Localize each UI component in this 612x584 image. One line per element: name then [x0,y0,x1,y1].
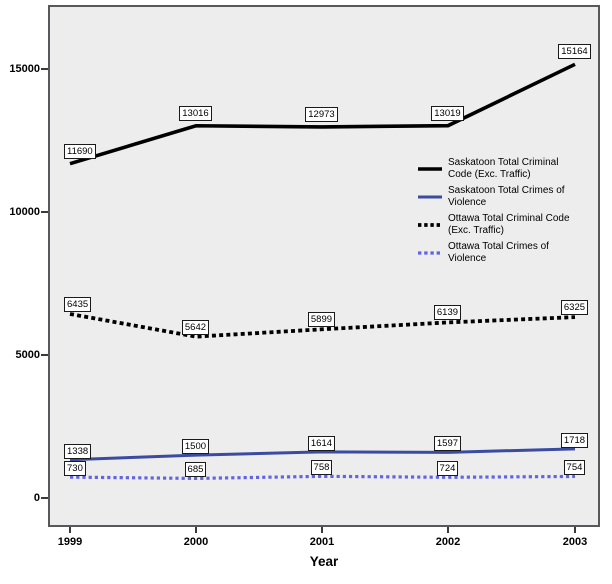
y-tick-mark [41,354,48,356]
legend-entry-label: Ottawa Total Crimes of Violence [448,241,549,264]
legend-text-line: Ottawa Total Crimes of [448,241,549,252]
series-line [69,447,576,462]
point-labels-layer: 11690 13016 12973 13019 15164 1338 1500 1614 159… [50,7,598,525]
x-tick-mark [574,527,576,533]
series-line [69,62,576,166]
data-label: 13016 [179,105,212,121]
x-tick-label: 2000 [183,536,209,548]
data-label: 1614 [307,435,336,451]
series-lines [69,62,576,481]
x-tick-label: 1999 [57,536,83,548]
data-label: 1338 [64,443,92,459]
y-tick-label: 0 [33,492,40,504]
y-tick-label: 10000 [9,206,40,218]
legend-text-line: Ottawa Total Criminal Code [448,213,570,224]
data-label: 13019 [431,105,464,121]
legend-text-line: Violence [448,252,487,264]
legend-swatch-line [418,166,442,171]
x-tick-label: 2001 [309,536,335,548]
data-label: 11690 [64,143,96,159]
data-label: 6435 [64,296,92,312]
data-label: 5899 [307,312,336,328]
x-tick-mark [69,527,71,533]
y-tick-mark [41,211,48,213]
legend-entry-label: Saskatoon Total Crimes of Violence [448,185,565,208]
legend: Saskatoon Total Criminal Code (Exc. Traff… [418,157,594,269]
data-label: 6139 [433,305,462,321]
legend-text-line: Violence [448,196,487,208]
legend-entry-label: Saskatoon Total Criminal Code (Exc. Traff… [448,157,558,180]
plot-area: 11690 13016 12973 13019 15164 1338 1500 1614 159… [48,5,600,527]
y-tick-label: 5000 [15,349,40,361]
y-tick-mark [41,497,48,499]
x-tick-label: 2002 [435,536,461,548]
data-label: 724 [436,461,459,477]
data-label: 5642 [181,319,210,335]
legend-entry-label: Ottawa Total Criminal Code (Exc. Traffic) [448,213,570,236]
legend-swatch-line [418,222,442,227]
data-label: 1500 [181,439,210,455]
legend-entry: Saskatoon Total Criminal Code (Exc. Traff… [418,157,594,180]
legend-entry: Saskatoon Total Crimes of Violence [418,185,594,208]
data-label: 6325 [560,300,589,316]
data-label: 15164 [558,44,591,60]
data-label: 12973 [305,106,338,122]
y-tick-label: 15000 [9,63,40,75]
x-axis-title: Year [309,554,339,569]
legend-entry: Ottawa Total Crimes of Violence [418,241,594,264]
x-tick-label: 2003 [562,536,588,548]
legend-text-line: Saskatoon Total Crimes of [448,185,565,196]
data-label: 685 [184,462,207,478]
data-label: 1597 [433,436,462,452]
x-tick-mark [195,527,197,533]
data-label: 1718 [560,432,589,448]
legend-swatch-line [418,250,442,255]
data-label: 754 [563,460,586,476]
data-label: 730 [64,461,86,477]
legend-text-line: Saskatoon Total Criminal [448,157,559,168]
legend-text-line: (Exc. Traffic) [448,224,504,236]
x-tick-mark [447,527,449,533]
data-label: 758 [310,460,333,476]
legend-entry: Ottawa Total Criminal Code (Exc. Traffic) [418,213,594,236]
legend-swatch-line [418,195,442,198]
x-tick-mark [321,527,323,533]
y-tick-mark [41,68,48,70]
legend-text-line: Code (Exc. Traffic) [448,168,531,180]
series-line [69,312,576,339]
